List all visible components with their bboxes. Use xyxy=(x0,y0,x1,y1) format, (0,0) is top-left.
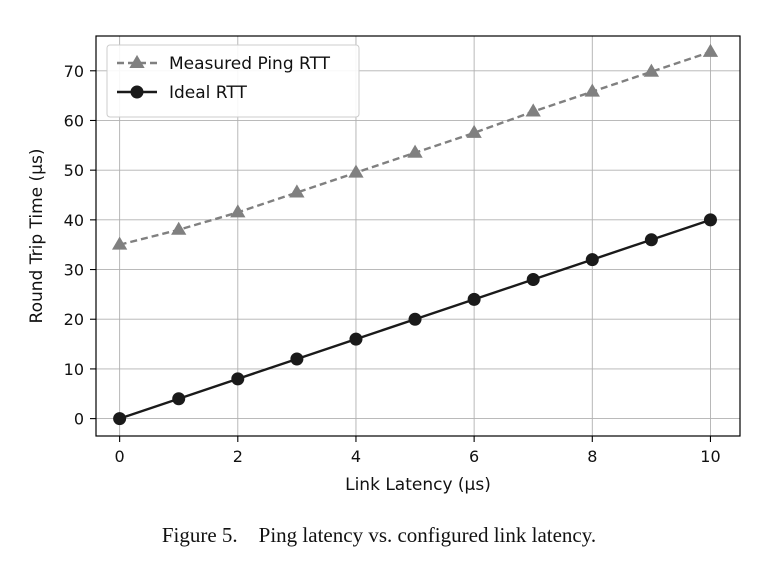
data-point-measured-ping-rtt xyxy=(348,164,364,178)
legend: Measured Ping RTT Ideal RTT xyxy=(106,44,360,118)
legend-marker-measured-ping-rtt xyxy=(129,54,145,68)
y-tick-label: 20 xyxy=(64,310,84,329)
data-point-measured-ping-rtt xyxy=(407,144,423,158)
data-point-ideal-rtt xyxy=(703,213,717,227)
data-point-ideal-rtt xyxy=(585,253,599,267)
x-tick-label: 0 xyxy=(115,447,125,466)
data-point-ideal-rtt xyxy=(231,372,245,386)
legend-box xyxy=(106,44,360,118)
x-tick-label: 8 xyxy=(587,447,597,466)
y-tick-label: 60 xyxy=(64,111,84,130)
data-point-ideal-rtt xyxy=(467,292,481,306)
chart-figure: 0 2 4 6 8 10 0 10 20 30 40 50 60 70 Link Latency (μs)… xyxy=(27,35,741,495)
axis-ticks: 0 2 4 6 8 10 0 10 20 30 40 50 60 70 xyxy=(64,62,721,466)
legend-label-measured-ping-rtt: Measured Ping RTT xyxy=(169,54,331,74)
plot-area-frame xyxy=(95,35,741,437)
legend-label-ideal-rtt: Ideal RTT xyxy=(169,83,247,103)
data-point-measured-ping-rtt xyxy=(111,236,128,250)
data-point-ideal-rtt xyxy=(172,392,186,406)
x-tick-label: 10 xyxy=(700,447,720,466)
y-axis-label: Round Trip Time (μs) xyxy=(27,149,47,324)
data-point-ideal-rtt xyxy=(349,332,363,346)
y-tick-label: 70 xyxy=(64,62,84,81)
data-point-measured-ping-rtt xyxy=(584,83,600,97)
y-tick-label: 50 xyxy=(64,161,84,180)
x-tick-label: 2 xyxy=(233,447,243,466)
legend-marker-ideal-rtt xyxy=(130,85,144,99)
data-point-measured-ping-rtt xyxy=(466,124,482,138)
data-point-measured-ping-rtt xyxy=(702,43,719,57)
data-point-ideal-rtt xyxy=(526,272,540,286)
figure-caption: Figure 5. Ping latency vs. configured li… xyxy=(161,523,597,547)
data-point-measured-ping-rtt xyxy=(525,103,541,117)
y-tick-label: 10 xyxy=(64,360,84,379)
data-point-ideal-rtt xyxy=(290,352,304,366)
grid-lines xyxy=(96,36,740,436)
x-axis-label: Link Latency (μs) xyxy=(345,475,491,495)
data-point-ideal-rtt xyxy=(644,233,658,247)
y-tick-label: 40 xyxy=(64,211,84,230)
x-tick-label: 4 xyxy=(351,447,361,466)
y-tick-label: 0 xyxy=(74,410,84,429)
y-tick-label: 30 xyxy=(64,261,84,280)
x-tick-label: 6 xyxy=(469,447,479,466)
plot-series xyxy=(111,43,719,426)
data-point-measured-ping-rtt xyxy=(643,63,660,77)
data-point-measured-ping-rtt xyxy=(289,184,305,198)
data-point-ideal-rtt xyxy=(408,312,422,326)
data-point-measured-ping-rtt xyxy=(171,221,187,235)
data-point-ideal-rtt xyxy=(113,412,127,426)
data-point-measured-ping-rtt xyxy=(230,204,246,218)
